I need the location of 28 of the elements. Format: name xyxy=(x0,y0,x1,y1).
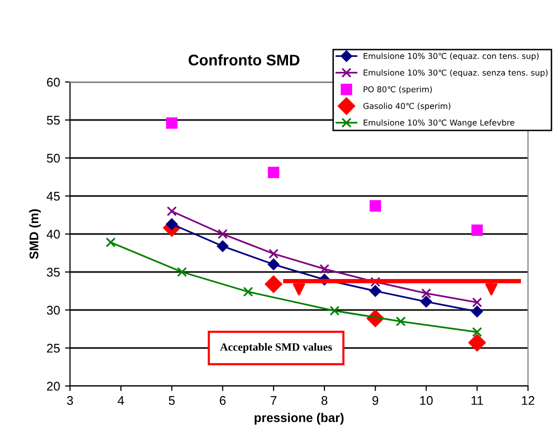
x-tick-label: 12 xyxy=(522,396,534,405)
y-tick-label: 60 xyxy=(47,78,60,87)
x-tick-label: 9 xyxy=(372,396,378,405)
y-tick-label: 40 xyxy=(46,230,60,239)
x-tick-label: 3 xyxy=(67,396,73,405)
y-tick-label: 50 xyxy=(46,154,60,163)
y-axis-title: SMD (m) xyxy=(29,209,41,259)
legend-label: Gasolio 40℃ (sperim) xyxy=(363,102,450,111)
chart-title: Confronto SMD xyxy=(188,54,300,66)
x-tick-label: 11 xyxy=(472,396,483,405)
y-tick-label: 25 xyxy=(47,344,60,353)
x-tick-label: 8 xyxy=(322,396,328,405)
y-tick-label: 55 xyxy=(46,116,60,125)
legend-label: Emulsione 10% 30℃ (equaz. con tens. sup) xyxy=(364,52,539,61)
y-tick-label: 45 xyxy=(46,192,60,201)
x-tick-label: 7 xyxy=(270,396,276,405)
x-tick-label: 6 xyxy=(220,396,226,405)
y-tick-label: 30 xyxy=(46,306,60,315)
legend-label: Emulsione 10% 30℃ (equaz. senza tens. sup) xyxy=(364,69,548,78)
x-tick-label: 10 xyxy=(420,396,433,405)
legend-label: PO 80℃ (sperim) xyxy=(364,86,432,94)
y-tick-label: 20 xyxy=(47,382,60,391)
legend-label: Emulsione 10% 30℃ Wange Lefevbre xyxy=(364,119,514,128)
x-tick-label: 5 xyxy=(168,396,175,405)
annotation: Acceptable SMD values xyxy=(220,342,332,354)
x-tick-label: 4 xyxy=(118,396,124,405)
y-tick-label: 35 xyxy=(46,268,60,277)
x-axis-title: pressione (bar) xyxy=(254,412,344,425)
